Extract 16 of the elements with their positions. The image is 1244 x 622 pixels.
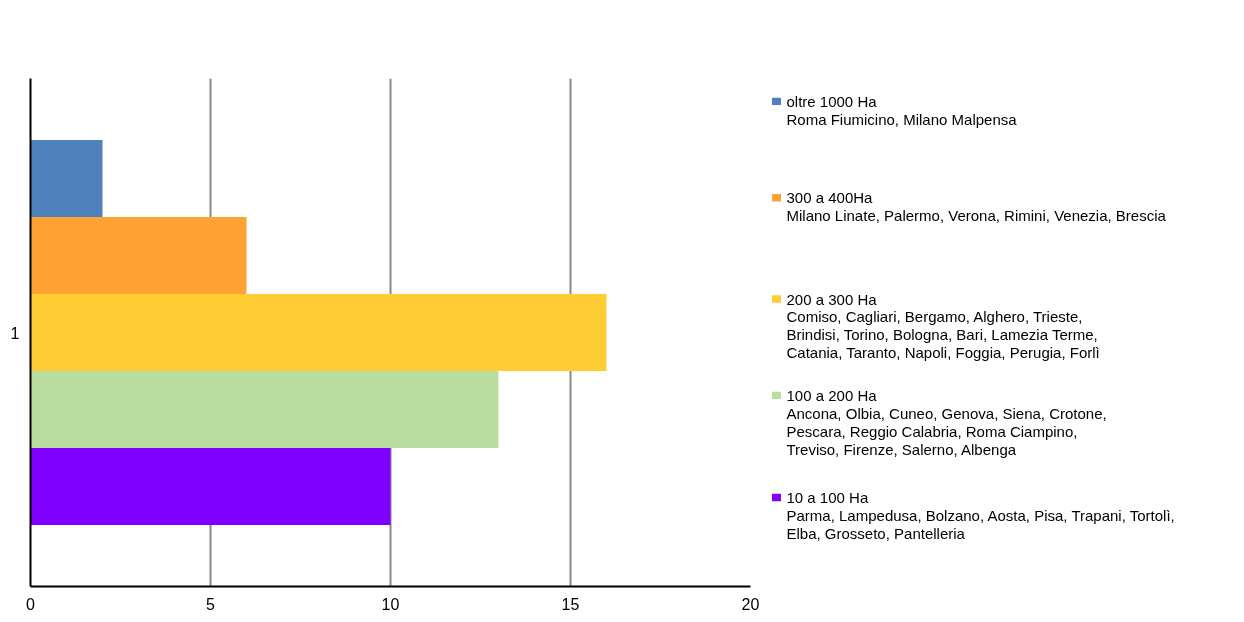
x-tick-label: 20 [741, 595, 760, 613]
bar [30, 140, 103, 218]
x-tick-label: 15 [561, 595, 580, 613]
legend-label: 300 a 400Ha Milano Linate, Palermo, Verona, Rimini, Venezia, Brescia [786, 189, 1167, 225]
legend-label: oltre 1000 Ha Roma Fiumicino, Milano Malpensa [786, 92, 1018, 128]
x-tick-label: 5 [206, 595, 216, 613]
legend-label: 200 a 300 Ha Comiso, Cagliari, Bergamo, Alghero, Trieste, Brindisi, Torino, Bologna, Bari, Lamezia Terme, Catania, Taranto, Napoli, Foggia, Perugia, Forlì [786, 290, 1100, 362]
bar [30, 447, 391, 525]
bar [30, 294, 607, 371]
x-tick-label: 0 [26, 595, 36, 613]
x-tick-label: 10 [381, 595, 400, 613]
legend-label: 10 a 100 Ha Parma, Lampedusa, Bolzano, Aosta, Pisa, Trapani, Tortolì, Elba, Grosseto, Pantelleria [786, 488, 1175, 542]
legend-label: 100 a 200 Ha Ancona, Olbia, Cuneo, Genova, Siena, Crotone, Pescara, Reggio Calabria, Roma Ciampino, Treviso, Firenze, Salerno, Albenga [786, 386, 1107, 458]
bar [30, 370, 499, 448]
bar [30, 217, 247, 295]
y-tick-label: 1 [10, 324, 20, 342]
